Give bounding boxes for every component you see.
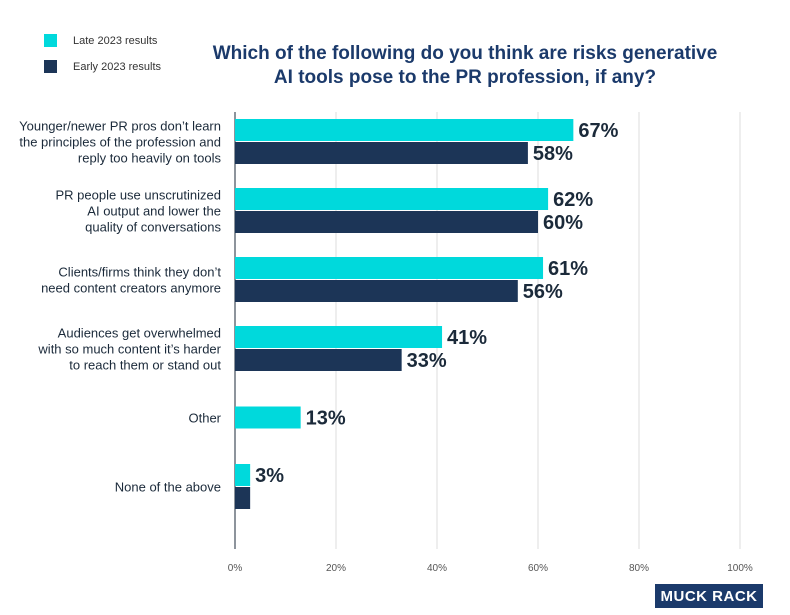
- x-tick-label: 0%: [228, 563, 243, 574]
- bar: [235, 326, 443, 348]
- chart-title: Which of the following do you think are …: [180, 42, 750, 90]
- category-label: Other: [188, 411, 221, 426]
- bar: [235, 257, 544, 279]
- data-label: 58%: [533, 143, 573, 165]
- data-label: 13%: [306, 408, 346, 430]
- category-label: None of the above: [115, 480, 221, 495]
- category-label: Younger/newer PR pros don’t learn: [19, 119, 221, 134]
- bar: [235, 349, 402, 371]
- data-label: 67%: [578, 120, 618, 142]
- legend-item-early: Early 2023 results: [44, 60, 161, 73]
- category-label: Audiences get overwhelmed: [58, 326, 221, 341]
- bar: [235, 119, 574, 141]
- data-label: 62%: [553, 189, 593, 211]
- bar: [235, 406, 301, 429]
- category-label: need content creators anymore: [41, 281, 221, 296]
- bar: [235, 211, 538, 233]
- legend-item-late: Late 2023 results: [44, 34, 157, 47]
- x-tick-label: 80%: [629, 563, 649, 574]
- muck-rack-logo: MUCK RACK: [655, 584, 763, 608]
- legend-swatch-late: [44, 34, 57, 47]
- category-label: the principles of the profession and: [19, 135, 221, 150]
- category-label: reply too heavily on tools: [78, 151, 222, 166]
- category-label: AI output and lower the: [87, 204, 221, 219]
- chart-title-line-2: AI tools pose to the PR profession, if a…: [273, 67, 657, 88]
- category-label: to reach them or stand out: [69, 358, 221, 373]
- category-label: PR people use unscrutinized: [56, 188, 222, 203]
- bar: [235, 487, 251, 509]
- bar: [235, 142, 528, 164]
- data-label: 60%: [543, 212, 583, 234]
- category-label: with so much content it’s harder: [37, 342, 221, 357]
- x-tick-label: 40%: [427, 563, 447, 574]
- bar: [235, 188, 549, 210]
- x-tick-label: 100%: [727, 563, 753, 574]
- legend-label-late: Late 2023 results: [73, 34, 158, 47]
- data-label: 3%: [255, 465, 284, 487]
- category-label: quality of conversations: [85, 220, 221, 235]
- legend-swatch-early: [44, 60, 57, 73]
- data-label: 41%: [447, 327, 487, 349]
- data-label: 56%: [523, 281, 563, 303]
- data-label: 61%: [548, 258, 588, 280]
- x-tick-label: 20%: [326, 563, 346, 574]
- bar: [235, 280, 518, 302]
- bar: [235, 464, 251, 486]
- chart-title-line-1: Which of the following do you think are …: [212, 43, 718, 64]
- data-label: 33%: [407, 350, 447, 372]
- x-tick-label: 60%: [528, 563, 548, 574]
- legend-label-early: Early 2023 results: [73, 60, 162, 73]
- category-label: Clients/firms think they don’t: [58, 265, 221, 280]
